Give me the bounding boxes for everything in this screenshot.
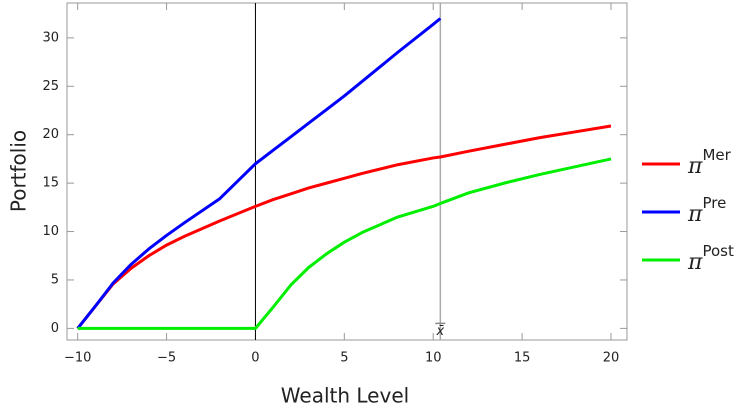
plot-frame <box>66 2 628 341</box>
y-tick-label: 0 <box>51 321 59 336</box>
legend-superscript: Post <box>702 242 734 260</box>
y-tick-label: 20 <box>42 127 59 142</box>
x-tick-label: 15 <box>514 351 531 366</box>
y-tick-label: 10 <box>42 224 59 239</box>
y-tick-label: 25 <box>42 79 59 94</box>
y-tick-label: 30 <box>42 30 59 45</box>
legend-symbol: π <box>687 154 703 179</box>
legend-superscript: Pre <box>702 194 726 212</box>
legend-superscript: Mer <box>702 146 731 164</box>
x-tick-label: 5 <box>340 351 348 366</box>
legend-symbol: π <box>687 250 703 275</box>
x-tick-label: −10 <box>64 351 91 366</box>
x-tick-label: −5 <box>157 351 176 366</box>
series-line <box>76 124 612 330</box>
legend-label: πPost <box>687 242 734 276</box>
legend-label: πPre <box>687 194 726 228</box>
x-tick-label: 0 <box>251 351 259 366</box>
annotation-label: x̄ <box>435 324 444 339</box>
x-tick-label: 10 <box>425 351 442 366</box>
x-tick-label: 20 <box>603 351 620 366</box>
series-line <box>76 17 442 330</box>
x-axis-title: Wealth Level <box>281 384 409 408</box>
y-tick-label: 5 <box>51 272 59 287</box>
y-tick-label: 15 <box>42 176 59 191</box>
y-axis-title: Portfolio <box>7 130 31 212</box>
series-line <box>77 157 612 330</box>
legend-symbol: π <box>687 202 703 227</box>
legend-label: πMer <box>687 146 732 180</box>
